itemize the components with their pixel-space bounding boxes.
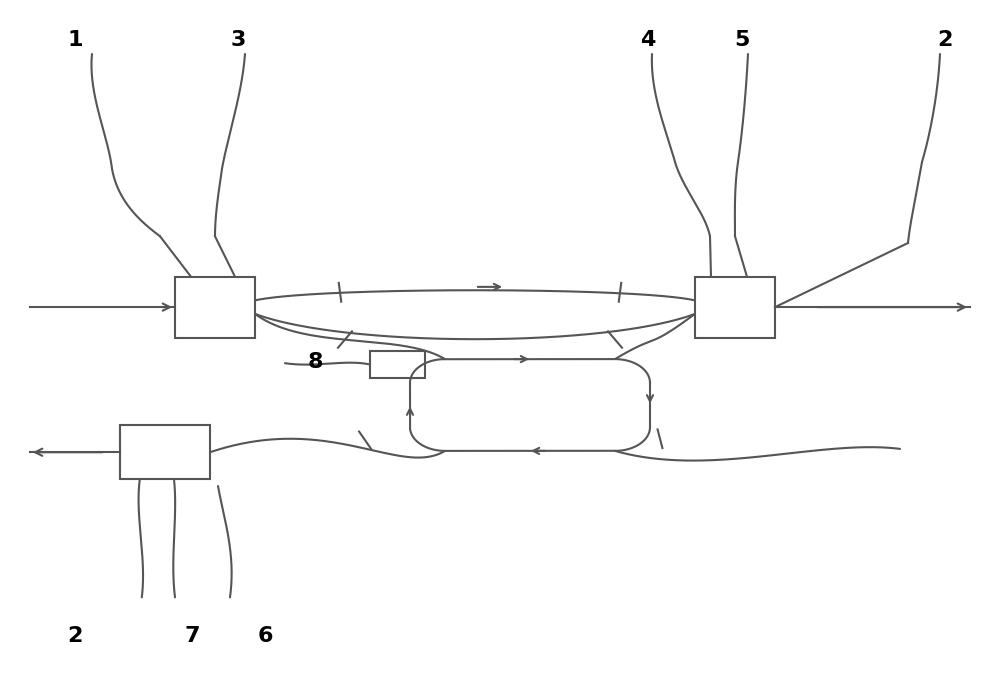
Bar <box>695 277 775 338</box>
Text: 5: 5 <box>734 30 750 51</box>
Text: 1: 1 <box>67 30 83 51</box>
Text: 6: 6 <box>257 626 273 646</box>
Text: 4: 4 <box>640 30 656 51</box>
Text: 2: 2 <box>937 30 953 51</box>
Text: 2: 2 <box>67 626 83 646</box>
Bar <box>370 351 425 378</box>
Bar <box>175 277 255 338</box>
Text: 3: 3 <box>230 30 246 51</box>
Bar <box>120 425 210 479</box>
Text: 7: 7 <box>184 626 200 646</box>
Text: 8: 8 <box>307 352 323 373</box>
